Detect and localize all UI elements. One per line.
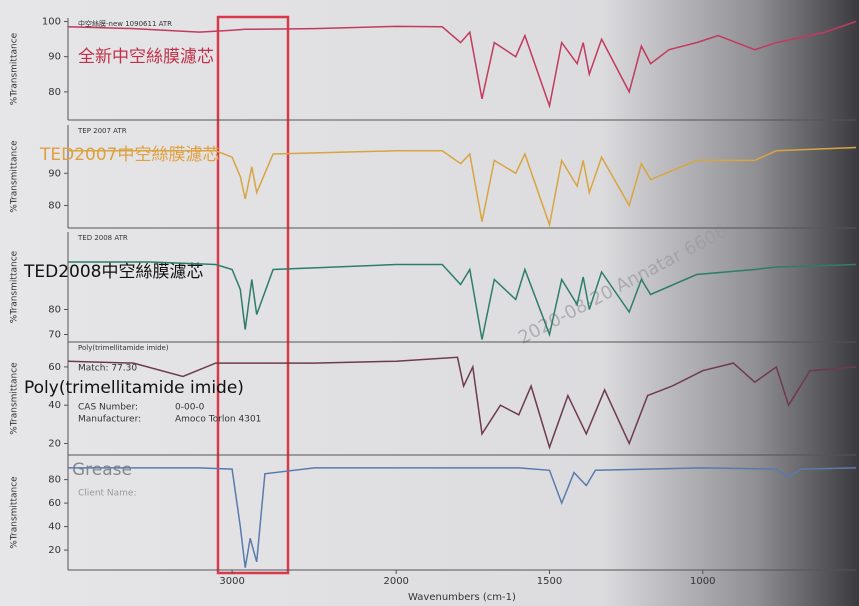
panel-note: Amoco Torlon 4301 [175,415,261,425]
y-tick-label: 80 [48,200,61,211]
panel-note: Manufacturer: [78,415,141,425]
x-axis-label: Wavenumbers (cm-1) [408,592,516,603]
y-tick-label: 40 [48,522,61,533]
panel-note: CAS Number: [78,403,138,413]
y-tick-label: 80 [48,87,61,98]
panel-title: Poly(trimellitamide imide) [24,378,244,398]
y-tick-label: 40 [48,400,61,411]
y-tick-label: 70 [48,330,61,341]
y-tick-label: 100 [42,17,61,28]
y-tick-label: 20 [48,545,61,556]
y-tick-label: 80 [48,475,61,486]
y-tick-label: 60 [48,362,61,373]
background [0,0,859,606]
y-axis-label: %Transmittance [10,140,20,213]
panel-note: 0-00-0 [175,403,205,413]
y-axis-label: %Transmittance [10,32,20,105]
x-tick-label: 1000 [690,576,715,587]
panel-title: TED2007中空絲膜濾芯 [39,145,219,165]
y-axis-label: %Transmittance [10,250,20,323]
panel-note: Match: 77.30 [78,364,137,374]
x-tick-label: 1500 [537,576,562,587]
panel-title: Grease [72,460,132,480]
y-axis-label: %Transmittance [10,362,20,435]
panel-title: 全新中空絲膜濾芯 [78,47,214,67]
panel-note: Client Name: [78,489,137,499]
x-tick-label: 3000 [219,576,244,587]
panel-header: TED 2008 ATR [77,234,128,242]
chart: 2020-08-20 Annatar 6606 %Transmittance10… [0,0,859,606]
y-tick-label: 80 [48,305,61,316]
panel-header: Poly(trimellitamide imide) [78,344,169,352]
panel-title: TED2008中空絲膜濾芯 [23,262,203,282]
x-tick-label: 2000 [383,576,408,587]
y-tick-label: 20 [48,439,61,450]
y-tick-label: 60 [48,498,61,509]
y-axis-label: %Transmittance [10,476,20,549]
panel-header: 中空絲膜-new 1090611 ATR [78,19,172,28]
y-tick-label: 90 [48,168,61,179]
panel-header: TEP 2007 ATR [77,127,127,135]
y-tick-label: 90 [48,52,61,63]
